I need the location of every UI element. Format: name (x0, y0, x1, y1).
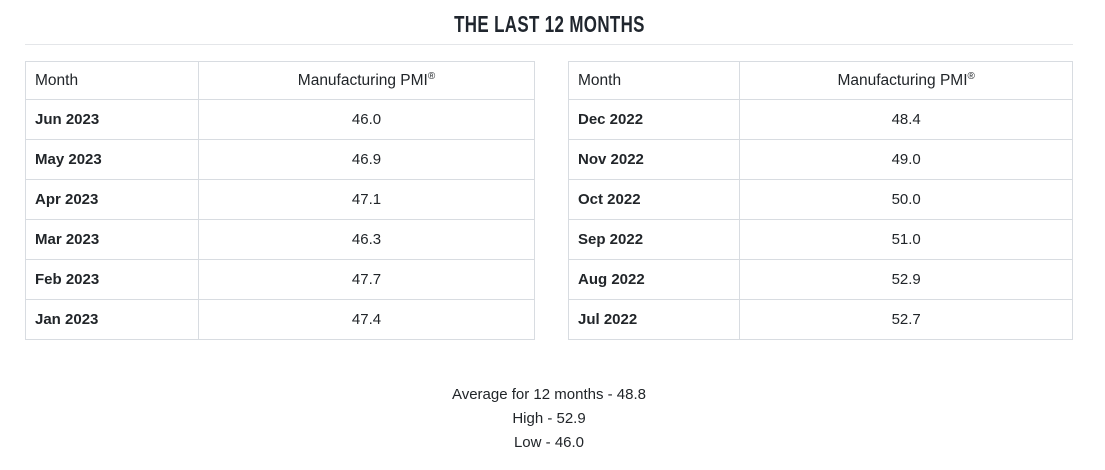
month-cell: Dec 2022 (567, 99, 741, 140)
month-cell: Sep 2022 (567, 219, 741, 260)
column-header-pmi-label: Manufacturing PMI (837, 71, 968, 89)
month-cell: Apr 2023 (24, 179, 200, 220)
month-cell: Mar 2023 (24, 219, 200, 260)
pmi-value-cell: 48.4 (739, 99, 1073, 140)
pmi-value-cell: 46.3 (198, 219, 535, 260)
month-cell: Feb 2023 (24, 259, 200, 300)
column-header-month: Month (567, 61, 741, 100)
table-row: Jun 2023 46.0 (24, 99, 535, 140)
summary-low: Low - 46.0 (513, 434, 585, 451)
table-row: Jan 2023 47.4 (24, 299, 535, 340)
pmi-value-cell: 46.0 (198, 99, 535, 140)
pmi-value-cell: 51.0 (739, 219, 1073, 260)
page-title: THE LAST 12 MONTHS (25, 11, 1073, 37)
summary-block: Average for 12 months - 48.8 High - 52.9… (25, 383, 1073, 455)
month-cell: Aug 2022 (567, 259, 741, 300)
pmi-table-left: Month Manufacturing PMI® Jun 2023 46.0 M… (24, 61, 535, 340)
table-row: Dec 2022 48.4 (567, 99, 1073, 140)
content-area: THE LAST 12 MONTHS Month Manufacturing P… (24, 0, 1073, 455)
month-cell: Jul 2022 (567, 299, 741, 340)
registered-trademark-mark: ® (967, 70, 975, 82)
table-header-row: Month Manufacturing PMI® (24, 61, 535, 100)
column-header-pmi-label: Manufacturing PMI (297, 71, 428, 89)
pmi-value-cell: 46.9 (198, 139, 535, 180)
table-row: Oct 2022 50.0 (567, 179, 1073, 220)
pmi-value-cell: 47.4 (198, 299, 535, 340)
table-row: Feb 2023 47.7 (24, 259, 535, 300)
table-header-row: Month Manufacturing PMI® (567, 61, 1073, 100)
month-cell: Oct 2022 (567, 179, 741, 220)
summary-average: Average for 12 months - 48.8 (451, 386, 646, 403)
table-row: May 2023 46.9 (24, 139, 535, 180)
pmi-value-cell: 47.1 (198, 179, 535, 220)
column-header-pmi: Manufacturing PMI® (739, 61, 1073, 100)
tables-row: Month Manufacturing PMI® Jun 2023 46.0 M… (24, 61, 1073, 340)
pmi-value-cell: 47.7 (198, 259, 535, 300)
month-cell: May 2023 (24, 139, 200, 180)
column-header-pmi: Manufacturing PMI® (198, 61, 535, 100)
pmi-table-right: Month Manufacturing PMI® Dec 2022 48.4 N… (567, 61, 1073, 340)
table-row: Apr 2023 47.1 (24, 179, 535, 220)
pmi-value-cell: 52.9 (739, 259, 1073, 300)
pmi-value-cell: 50.0 (739, 179, 1073, 220)
table-row: Nov 2022 49.0 (567, 139, 1073, 180)
registered-trademark-mark: ® (427, 70, 436, 82)
summary-high: High - 52.9 (512, 410, 586, 427)
month-cell: Jun 2023 (24, 99, 200, 140)
table-row: Sep 2022 51.0 (567, 219, 1073, 260)
title-divider (25, 44, 1073, 45)
month-cell: Jan 2023 (24, 299, 200, 340)
column-header-month: Month (24, 61, 200, 100)
pmi-value-cell: 52.7 (739, 299, 1073, 340)
month-cell: Nov 2022 (567, 139, 741, 180)
page-title-text: THE LAST 12 MONTHS (453, 11, 645, 37)
table-row: Jul 2022 52.7 (567, 299, 1073, 340)
table-row: Aug 2022 52.9 (567, 259, 1073, 300)
table-row: Mar 2023 46.3 (24, 219, 535, 260)
pmi-value-cell: 49.0 (739, 139, 1073, 180)
